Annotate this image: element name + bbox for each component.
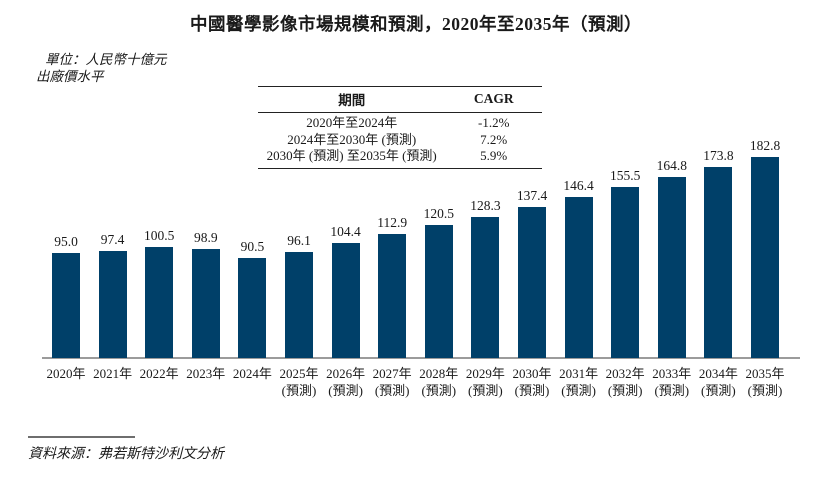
x-axis-year-label: 2027年 [372, 366, 412, 381]
unit-note: 單位：人民幣十億元 出廠價水平 [36, 51, 167, 85]
bar-value-label: 96.1 [287, 233, 311, 248]
x-axis-forecast-label: (預測) [421, 383, 457, 398]
bar-2030年 [518, 207, 546, 358]
cagr-table: 期間 CAGR 2020年至2024年 -1.2% 2024年至2030年 (預… [258, 86, 542, 169]
bar-2031年 [564, 197, 593, 358]
x-axis-year-label: 2033年 [652, 366, 692, 381]
period-cell: 2030年 (預測) 至2035年 (預測) [266, 148, 437, 163]
bar-value-label: 112.9 [377, 215, 408, 230]
cagr-table-row: 2030年 (預測) 至2035年 (預測) 5.9% [258, 148, 542, 168]
cagr-cell: -1.2% [478, 115, 510, 130]
bar-2028年 [424, 225, 453, 358]
x-axis-forecast-label: (預測) [561, 383, 596, 398]
x-axis-year-label: 2032年 [605, 366, 645, 381]
bar-2027年 [378, 234, 407, 358]
x-axis-forecast-label: (預測) [468, 383, 503, 398]
x-axis-year-label: 2028年 [419, 366, 459, 381]
x-axis-year-label: 2035年 [745, 366, 785, 381]
bar-2024年 [238, 258, 267, 358]
x-axis-year-label: 2022年 [139, 366, 179, 381]
x-axis-year-label: 2021年 [93, 366, 133, 381]
x-axis-forecast-label: (預測) [701, 383, 736, 398]
bar-2021年 [98, 251, 127, 358]
bar-2032年 [611, 187, 640, 358]
cagr-table-row: 2024年至2030年 (預測) 7.2% [258, 132, 542, 149]
cagr-table-header-row: 期間 CAGR [258, 86, 542, 113]
source-note: 資料來源：弗若斯特沙利文分析 [28, 447, 224, 462]
x-axis-forecast-label: (預測) [328, 383, 363, 398]
bar-2033年 [657, 177, 686, 358]
bar-value-label: 173.8 [703, 148, 734, 163]
bar-value-label: 164.8 [656, 158, 687, 173]
x-axis-year-label: 2023年 [186, 366, 226, 381]
period-cell: 2024年至2030年 (預測) [287, 131, 417, 147]
x-axis-year-label: 2031年 [559, 366, 599, 381]
unit-note-line1: 單位：人民幣十億元 [45, 52, 167, 67]
bar-2022年 [145, 247, 174, 358]
bar-value-label: 120.5 [423, 206, 454, 221]
x-axis-year-label: 2020年 [46, 366, 86, 381]
x-axis-forecast-label: (預測) [374, 383, 410, 398]
bar-2023年 [191, 249, 220, 358]
bar-2035年 [751, 157, 779, 358]
bar-value-label: 155.5 [610, 168, 641, 183]
source-divider [28, 436, 135, 438]
unit-note-line2: 出廠價水平 [36, 69, 104, 84]
bar-value-label: 128.3 [470, 198, 501, 213]
cagr-table-header-cagr: CAGR [445, 86, 542, 113]
bar-2026年 [331, 243, 360, 358]
bar-2020年 [52, 253, 80, 358]
bar-2025年 [285, 252, 313, 358]
x-axis-year-label: 2029年 [465, 366, 505, 381]
bar-value-label: 137.4 [516, 188, 548, 203]
bar-2034年 [704, 167, 733, 358]
bar-value-label: 182.8 [749, 138, 781, 153]
bar-value-label: 98.9 [193, 230, 218, 245]
bar-value-label: 95.0 [54, 234, 78, 249]
bar-value-label: 97.4 [100, 232, 125, 247]
x-axis-year-label: 2025年 [279, 366, 319, 381]
x-axis-forecast-label: (預測) [281, 383, 317, 398]
x-axis-forecast-label: (預測) [607, 383, 643, 398]
chart-title: 中國醫學影像市場規模和預測，2020年至2035年（預測） [190, 14, 642, 34]
x-axis-year-label: 2030年 [512, 366, 552, 381]
bar-value-label: 146.4 [563, 178, 594, 193]
bar-value-label: 100.5 [144, 228, 175, 243]
period-cell: 2020年至2024年 [306, 115, 398, 130]
bar-value-label: 104.4 [330, 224, 361, 239]
cagr-cell: 5.9% [480, 148, 508, 163]
x-axis-forecast-label: (預測) [747, 383, 783, 398]
x-axis-year-label: 2024年 [232, 366, 272, 381]
x-axis-year-label: 2034年 [698, 366, 738, 381]
x-axis-forecast-label: (預測) [514, 383, 550, 398]
cagr-cell: 7.2% [480, 131, 508, 147]
bar-value-label: 90.5 [240, 239, 265, 254]
x-axis-year-label: 2026年 [326, 366, 366, 381]
cagr-table-header-period: 期間 [258, 86, 446, 113]
cagr-table-row: 2020年至2024年 -1.2% [258, 113, 542, 132]
x-axis-line [42, 357, 800, 359]
bar-2029年 [471, 217, 500, 358]
x-axis-forecast-label: (預測) [654, 383, 690, 398]
